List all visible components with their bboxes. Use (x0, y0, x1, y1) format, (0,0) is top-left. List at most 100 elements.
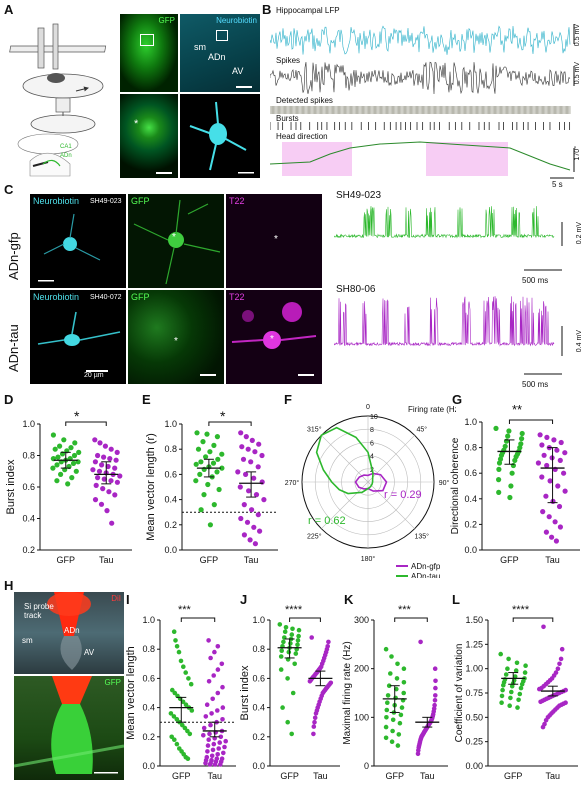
data-point (211, 442, 217, 448)
y-tick-label: 1.0 (252, 615, 265, 625)
data-point (280, 705, 285, 710)
data-point (207, 762, 213, 767)
data-point (401, 680, 407, 685)
panel-c-traces (334, 206, 563, 375)
data-point (241, 502, 247, 508)
data-point (217, 740, 222, 745)
data-point (210, 747, 216, 753)
data-point (205, 749, 210, 754)
data-point (493, 425, 499, 431)
data-point (507, 494, 513, 501)
y-tick-label: 0.2 (142, 732, 155, 742)
data-point (508, 483, 514, 489)
data-point (286, 649, 292, 655)
j-significance: **** (285, 604, 303, 616)
y-tick-label: 0.0 (142, 761, 155, 771)
data-point (390, 717, 396, 723)
y-tick-label: 0.8 (464, 443, 477, 453)
data-point (433, 678, 438, 684)
y-tick-label: 0.2 (464, 519, 477, 529)
data-point (211, 502, 217, 508)
data-point (90, 467, 96, 473)
data-point (219, 451, 225, 457)
data-point (249, 507, 255, 513)
data-point (208, 655, 213, 661)
data-point (247, 537, 253, 543)
data-point (395, 661, 400, 667)
data-point (296, 627, 302, 633)
data-point (544, 434, 550, 440)
data-point (261, 497, 267, 503)
data-point (252, 449, 258, 455)
polar-ring-label: 6 (370, 440, 374, 447)
data-point (559, 646, 565, 652)
data-point (241, 532, 247, 538)
data-point (92, 497, 99, 503)
y-tick-label: 0.00 (465, 761, 483, 771)
c-tau-t22: T22 * (226, 290, 322, 384)
polar-angle-label: 45° (416, 425, 427, 433)
panel-b-traces (270, 24, 575, 179)
data-point (552, 519, 558, 525)
h-gfp-micrograph: GFP (14, 676, 124, 780)
data-point (394, 676, 400, 681)
chart-i: 0.0 0.2 0.4 0.6 0.8 1.0 Mean vector length GFP T… (125, 615, 236, 781)
data-point (210, 460, 217, 466)
significance-bracket (208, 421, 252, 426)
data-point (257, 528, 263, 534)
polar-angle-label: 225° (307, 533, 322, 541)
data-point (259, 452, 265, 459)
l-significance: **** (512, 604, 530, 616)
x-tick-label-tau: Tau (99, 555, 114, 565)
y-tick-label: 1.0 (142, 615, 155, 625)
data-point (555, 666, 561, 671)
data-point (208, 722, 213, 728)
data-point (237, 484, 243, 490)
data-point (235, 469, 241, 475)
panel-label-h: H (4, 578, 14, 593)
spikes-label: Spikes (276, 56, 301, 65)
data-point (73, 468, 79, 474)
y-tick-label: 0.0 (252, 761, 265, 771)
data-point (223, 738, 228, 744)
bursts-raster (270, 122, 571, 130)
data-point (172, 737, 177, 742)
polar-ring-label: 10 (370, 414, 378, 421)
c-tscale-tau: 500 ms (522, 380, 549, 389)
data-point (543, 718, 549, 723)
x-tick-label-gfp: GFP (57, 555, 76, 565)
data-point (541, 452, 547, 458)
data-point (432, 666, 438, 671)
data-point (433, 693, 438, 698)
y-tick-label: 0.75 (465, 688, 483, 698)
data-point (50, 465, 56, 471)
data-point (558, 439, 564, 446)
data-point (174, 644, 180, 649)
y-tick-label: 1.50 (465, 615, 483, 625)
schematic-ca1-label: CA1 (60, 144, 72, 150)
data-point (70, 460, 77, 466)
data-point (214, 434, 220, 440)
data-point (307, 679, 313, 684)
y-tick-label: 0.4 (164, 495, 177, 505)
data-point (503, 672, 509, 677)
data-point (516, 697, 521, 703)
data-point (58, 471, 64, 477)
data-point (50, 432, 57, 438)
data-point (98, 501, 105, 507)
data-point (292, 661, 297, 667)
data-point (238, 515, 244, 522)
data-point (401, 666, 407, 671)
x-tick-label-gfp: GFP (172, 771, 191, 781)
data-point (290, 690, 296, 696)
data-point (390, 728, 395, 734)
data-point (512, 457, 518, 463)
y-axis-label: Mean vector length (125, 646, 137, 740)
data-point (211, 741, 217, 747)
data-point (244, 519, 251, 525)
data-point (385, 700, 390, 705)
data-point (101, 476, 107, 482)
data-point (522, 670, 528, 675)
data-point (219, 661, 225, 667)
trace-adn-tau (334, 296, 555, 347)
